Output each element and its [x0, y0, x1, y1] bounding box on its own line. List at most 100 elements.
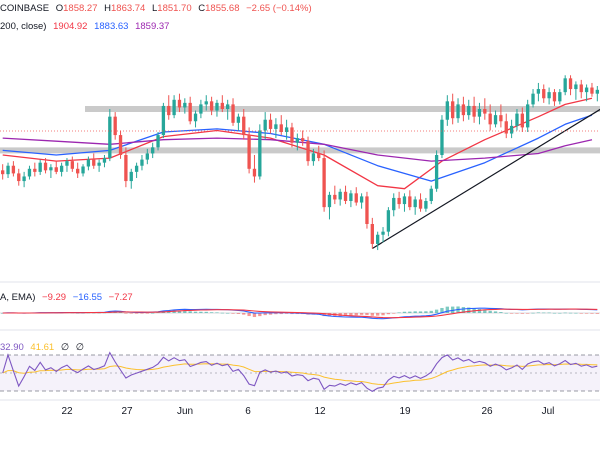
- candle-body: [509, 125, 514, 134]
- candle-body: [199, 104, 203, 114]
- candle: [295, 133, 299, 151]
- candle-body: [408, 196, 412, 208]
- macd-histogram-bar: [199, 311, 203, 313]
- candle-body: [370, 224, 374, 244]
- candle-body: [156, 135, 160, 148]
- macd-histogram-bar: [547, 312, 551, 314]
- macd-histogram-bar: [188, 311, 192, 313]
- candle-body: [11, 165, 16, 174]
- macd-histogram-bar: [263, 313, 267, 316]
- candle-body: [65, 161, 69, 166]
- macd-histogram-bar: [1, 313, 5, 314]
- candle: [568, 75, 573, 96]
- candle: [97, 159, 101, 172]
- candle: [542, 84, 546, 103]
- macd-histogram-bar: [145, 313, 149, 314]
- candle-body: [92, 159, 96, 166]
- macd-histogram-bar: [129, 313, 133, 314]
- candle-body: [504, 121, 508, 134]
- sr-zone: [0, 147, 600, 154]
- macd-histogram-bar: [397, 312, 401, 314]
- macd-histogram-bar: [268, 313, 273, 315]
- candle: [209, 96, 214, 116]
- candle: [81, 164, 85, 177]
- candle: [38, 159, 42, 175]
- candle: [204, 95, 208, 111]
- candle-body: [215, 102, 219, 111]
- candle: [1, 164, 5, 180]
- macd-histogram-bar: [274, 313, 278, 315]
- trendline-layer: [372, 108, 600, 250]
- candle: [6, 162, 10, 178]
- candle: [317, 145, 321, 162]
- macd-histogram-bar: [568, 312, 573, 314]
- candle-body: [327, 194, 332, 208]
- candle: [242, 109, 246, 140]
- candle: [247, 127, 251, 174]
- candle: [488, 104, 492, 131]
- candle: [467, 99, 471, 120]
- macd-histogram-bar: [193, 311, 198, 313]
- candle-body: [536, 89, 541, 94]
- candle-body: [236, 116, 241, 123]
- candle: [86, 156, 91, 171]
- ohlc-legend: COINBASE O1858.27 H1863.74 L1851.70 C185…: [0, 3, 312, 14]
- candle-body: [568, 78, 573, 90]
- candle: [424, 197, 428, 212]
- candle-body: [54, 167, 58, 172]
- candle: [499, 104, 503, 128]
- candle: [526, 99, 530, 132]
- candle-body: [129, 171, 133, 182]
- rsi-line: [2, 351, 598, 393]
- macd-histogram-bar: [483, 309, 487, 313]
- macd-histogram-bar: [124, 313, 128, 314]
- macd-histogram-bar: [252, 313, 257, 318]
- macd-histogram-bar: [402, 311, 407, 313]
- candle-body: [488, 113, 492, 125]
- candle-body: [343, 191, 348, 201]
- candle: [129, 168, 133, 189]
- candle-body: [483, 109, 487, 114]
- candle-body: [151, 147, 155, 154]
- candle-body: [242, 116, 246, 136]
- macd-histogram-bar: [531, 312, 535, 314]
- candle-body: [172, 99, 176, 116]
- candle: [22, 171, 26, 188]
- macd-histogram-bar: [526, 313, 530, 314]
- candle: [54, 161, 58, 175]
- macd-histogram-bar: [552, 312, 557, 314]
- macd-histogram-bar: [408, 311, 412, 313]
- candle-body: [402, 196, 407, 205]
- candle: [445, 95, 449, 126]
- macd-histogram-bar: [429, 310, 433, 313]
- candle-body: [38, 162, 42, 172]
- candle-body: [333, 194, 337, 200]
- candle-body: [338, 191, 342, 200]
- candle: [333, 185, 337, 205]
- macd-histogram-bar: [247, 313, 251, 317]
- candle: [402, 193, 407, 212]
- macd-histogram-bar: [595, 313, 599, 314]
- macd-histogram-bar: [226, 312, 230, 314]
- candle: [161, 102, 166, 139]
- candle-body: [424, 201, 428, 209]
- candle-body: [86, 159, 91, 167]
- candle: [311, 148, 316, 166]
- candle-body: [108, 116, 112, 159]
- macd-histogram-bar: [542, 312, 546, 314]
- sr-zone: [85, 106, 600, 112]
- macd-histogram-bar: [381, 313, 385, 316]
- candle-body: [81, 166, 85, 174]
- candle-body: [574, 84, 578, 90]
- candle: [43, 158, 48, 174]
- macd-histogram-bar: [376, 313, 380, 316]
- candle-body: [456, 104, 460, 119]
- candle-body: [268, 119, 273, 129]
- macd-histogram-bar: [515, 313, 519, 314]
- candle: [188, 96, 192, 125]
- candle-body: [161, 105, 166, 136]
- macd-histogram-bar: [279, 313, 283, 315]
- candle: [76, 162, 80, 178]
- candle: [483, 98, 487, 120]
- candle: [193, 110, 198, 128]
